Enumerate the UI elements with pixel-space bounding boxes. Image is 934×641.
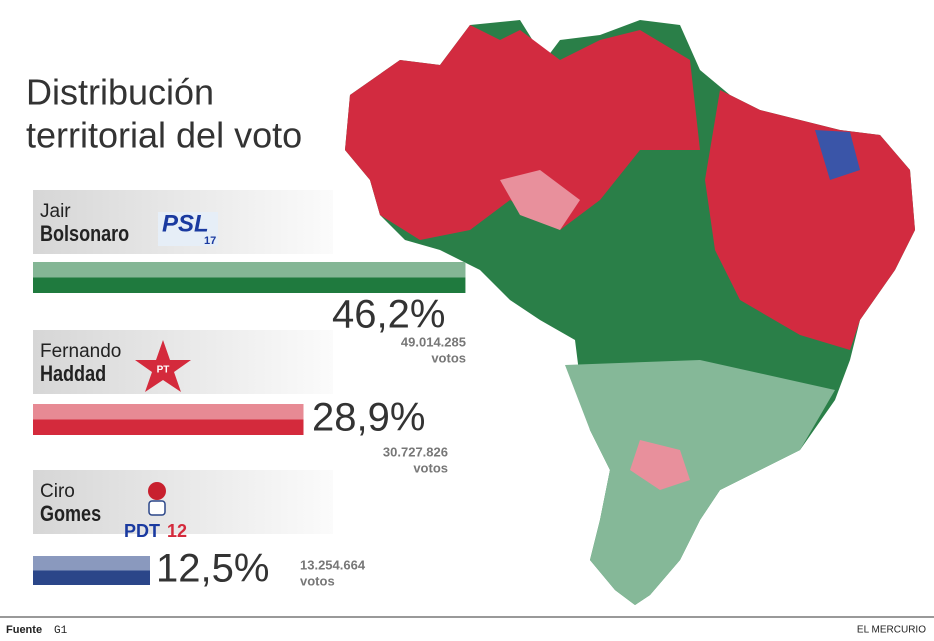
party-logo	[135, 340, 191, 392]
vote-unit: votos	[300, 573, 335, 588]
party-name: PDT	[124, 521, 160, 541]
title-line: Distribución	[26, 72, 214, 113]
last-name: Bolsonaro	[40, 222, 129, 246]
party-number: 17	[204, 235, 216, 247]
name-panel	[33, 470, 333, 534]
vote-count: 49.014.285	[401, 334, 466, 349]
value-label: 46,2%	[332, 293, 445, 337]
party-name: PSL	[162, 210, 209, 237]
map-region	[565, 360, 835, 605]
last-name: Gomes	[40, 502, 101, 526]
value-label: 12,5%	[156, 547, 269, 591]
vote-unit: votos	[413, 460, 448, 475]
first-name: Jair	[40, 201, 71, 222]
brazil-map	[345, 20, 915, 605]
map-region	[500, 170, 580, 230]
map-region	[345, 25, 700, 240]
vote-unit: votos	[431, 350, 466, 365]
bar-highlight	[33, 556, 150, 571]
party-logo	[148, 482, 166, 500]
party-logo	[148, 500, 166, 516]
map-region	[630, 440, 690, 490]
first-name: Fernando	[40, 341, 121, 362]
bar	[33, 556, 150, 585]
source: G1	[54, 625, 68, 637]
map-region	[705, 90, 915, 350]
vote-count: 13.254.664	[300, 557, 366, 572]
map-region	[815, 130, 860, 180]
bar-highlight	[33, 404, 304, 420]
source-label: Fuente	[6, 624, 42, 636]
title-line: territorial del voto	[26, 115, 302, 156]
party-name: PT	[157, 365, 170, 376]
party-number: 12	[167, 521, 187, 541]
bar	[33, 404, 304, 435]
bar-highlight	[33, 262, 466, 278]
publisher: EL MERCURIO	[857, 625, 926, 636]
value-label: 28,9%	[312, 396, 425, 440]
vote-count: 30.727.826	[383, 444, 448, 459]
first-name: Ciro	[40, 481, 75, 502]
bar	[33, 262, 466, 293]
party-logo	[158, 212, 218, 246]
last-name: Haddad	[40, 362, 106, 386]
